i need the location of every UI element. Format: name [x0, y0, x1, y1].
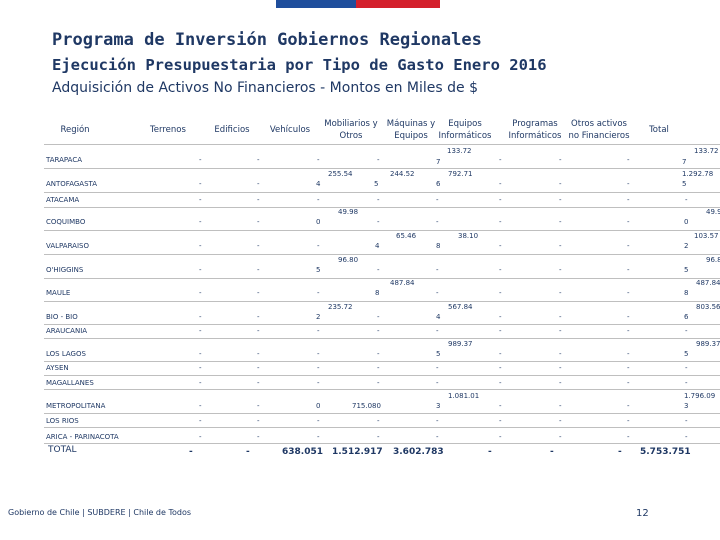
metropolitana-equipos: 1.081.01: [448, 392, 480, 400]
region-arica: ARICA - PARINACOTA: [46, 433, 119, 441]
header-vehiculos: Vehículos: [269, 125, 311, 135]
header-edificios: Edificios: [214, 125, 250, 135]
footer-text: Gobierno de Chile | SUBDERE | Chile de T…: [8, 508, 192, 517]
total-mobiliarios: 1.512.917: [332, 447, 383, 457]
region-biobio: BIO - BIO: [46, 313, 78, 321]
page-subtitle-2: Adquisición de Activos No Financieros - …: [52, 80, 479, 96]
maule-mobiliarios: 8: [375, 289, 380, 297]
total-edificios: -: [246, 447, 250, 457]
header-programas: Programas Informáticos: [508, 119, 562, 141]
antofagasta-maquinas: 244.52: [390, 170, 415, 178]
ohiggins-mobiliarios: 96.80: [338, 256, 359, 264]
region-magallanes: MAGALLANES: [46, 379, 94, 387]
valparaiso-maquinas: 65.46: [396, 232, 417, 240]
header-total: Total: [649, 125, 669, 135]
ohiggins-vehiculos: 5: [316, 266, 321, 274]
flag-blue-segment: [276, 0, 356, 8]
total-label: TOTAL: [48, 445, 77, 455]
biobio-total: 803.56: [696, 303, 720, 311]
antofagasta-total: 1.292.78: [682, 170, 714, 178]
flag-stripe: [276, 0, 440, 8]
header-terrenos: Terrenos: [150, 125, 186, 135]
ohiggins-total: 96.8: [706, 256, 720, 264]
metropolitana-mobiliarios: 715.080: [352, 402, 381, 410]
total-vehiculos: 638.051: [282, 447, 323, 457]
valparaiso-total: 103.57: [694, 232, 719, 240]
flag-red-segment: [356, 0, 440, 8]
antofagasta-mobiliarios: 255.54: [328, 170, 353, 178]
region-atacama: ATACAMA: [46, 196, 80, 204]
tarapaca-total: 133.72: [694, 147, 719, 155]
header-otros-activos: Otros activos no Financieros: [568, 119, 630, 141]
coquimbo-mobiliarios: 49.98: [338, 208, 359, 216]
biobio-mobiliarios: 235.72: [328, 303, 353, 311]
maule-total: 487.84: [696, 279, 720, 287]
total-terrenos: -: [189, 447, 193, 457]
maule-maquinas: 487.84: [390, 279, 415, 287]
header-maquinas: Máquinas y Equipos: [386, 119, 436, 141]
region-valparaiso: VALPARAISO: [46, 242, 89, 250]
region-maule: MAULE: [46, 289, 71, 297]
region-aysen: AYSEN: [46, 364, 69, 372]
region-antofagasta: ANTOFAGASTA: [46, 180, 98, 188]
region-loslagos: LOS LAGOS: [46, 350, 86, 358]
region-araucania: ARAUCANIA: [46, 327, 88, 335]
page-title: Programa de Inversión Gobiernos Regional…: [52, 30, 482, 50]
coquimbo-vehiculos: 0: [316, 218, 321, 226]
region-coquimbo: COQUIMBO: [46, 218, 86, 226]
header-equipos: Equipos Informáticos: [438, 119, 492, 141]
coquimbo-total: 49.9: [706, 208, 720, 216]
tarapaca-equipos: 133.72: [447, 147, 472, 155]
header-region: Región: [60, 125, 90, 135]
antofagasta-equipos: 792.71: [448, 170, 473, 178]
header-divider: [44, 144, 720, 145]
valparaiso-equipos: 38.10: [458, 232, 479, 240]
antofagasta-vehiculos: 4: [316, 180, 321, 188]
valparaiso-mobiliarios: 4: [375, 242, 380, 250]
total-programas: -: [550, 447, 554, 457]
title-block: Programa de Inversión Gobiernos Regional…: [52, 30, 547, 96]
total-equipos: -: [488, 447, 492, 457]
total-maquinas: 3.602.783: [393, 447, 444, 457]
metropolitana-total: 1.796.09: [684, 392, 716, 400]
region-tarapaca: TARAPACA: [46, 156, 83, 164]
biobio-vehiculos: 2: [316, 313, 321, 321]
region-losrios: LOS RIOS: [46, 417, 79, 425]
total-total: 5.753.751: [640, 447, 691, 457]
metropolitana-vehiculos: 0: [316, 402, 321, 410]
biobio-equipos: 567.84: [448, 303, 473, 311]
loslagos-equipos: 989.37: [448, 340, 473, 348]
region-ohiggins: O'HIGGINS: [46, 266, 84, 274]
budget-table: Región Terrenos Edificios Vehículos Mobi…: [44, 119, 720, 457]
total-otros: -: [618, 447, 622, 457]
region-metropolitana: METROPOLITANA: [46, 402, 106, 410]
page-subtitle: Ejecución Presupuestaria por Tipo de Gas…: [52, 56, 547, 74]
page-number: 12: [636, 508, 649, 519]
header-mobiliarios: Mobiliarios y Otros: [324, 119, 378, 141]
loslagos-total: 989.37: [696, 340, 720, 348]
